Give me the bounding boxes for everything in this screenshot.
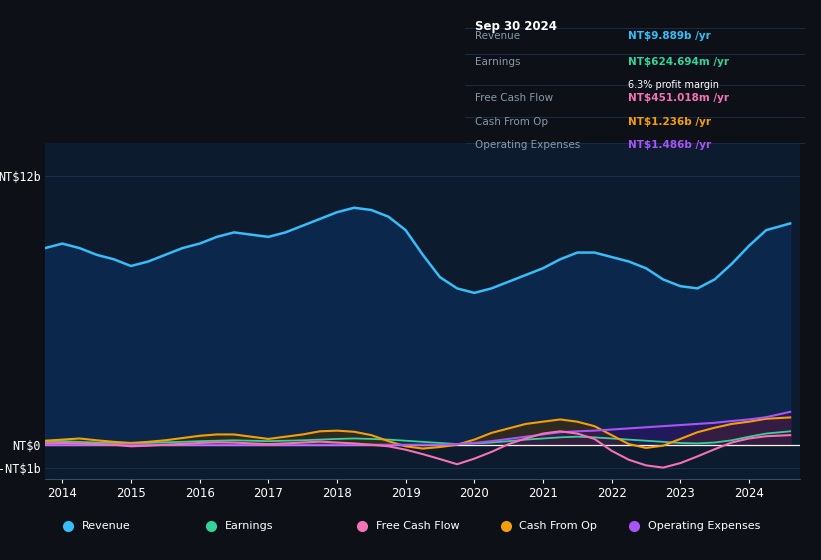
Text: Cash From Op: Cash From Op [520, 521, 598, 531]
Text: Free Cash Flow: Free Cash Flow [376, 521, 460, 531]
Text: NT$9.889b /yr: NT$9.889b /yr [628, 31, 711, 41]
Text: Revenue: Revenue [475, 31, 520, 41]
Text: Operating Expenses: Operating Expenses [648, 521, 760, 531]
Text: NT$1.486b /yr: NT$1.486b /yr [628, 139, 711, 150]
Text: Revenue: Revenue [81, 521, 131, 531]
Text: Sep 30 2024: Sep 30 2024 [475, 20, 557, 32]
Text: Free Cash Flow: Free Cash Flow [475, 92, 553, 102]
Text: NT$624.694m /yr: NT$624.694m /yr [628, 57, 729, 67]
Text: NT$451.018m /yr: NT$451.018m /yr [628, 92, 729, 102]
Text: Earnings: Earnings [225, 521, 273, 531]
Text: Operating Expenses: Operating Expenses [475, 139, 580, 150]
Text: NT$1.236b /yr: NT$1.236b /yr [628, 117, 711, 127]
Text: Earnings: Earnings [475, 57, 521, 67]
Text: 6.3% profit margin: 6.3% profit margin [628, 80, 719, 90]
Text: Cash From Op: Cash From Op [475, 117, 548, 127]
